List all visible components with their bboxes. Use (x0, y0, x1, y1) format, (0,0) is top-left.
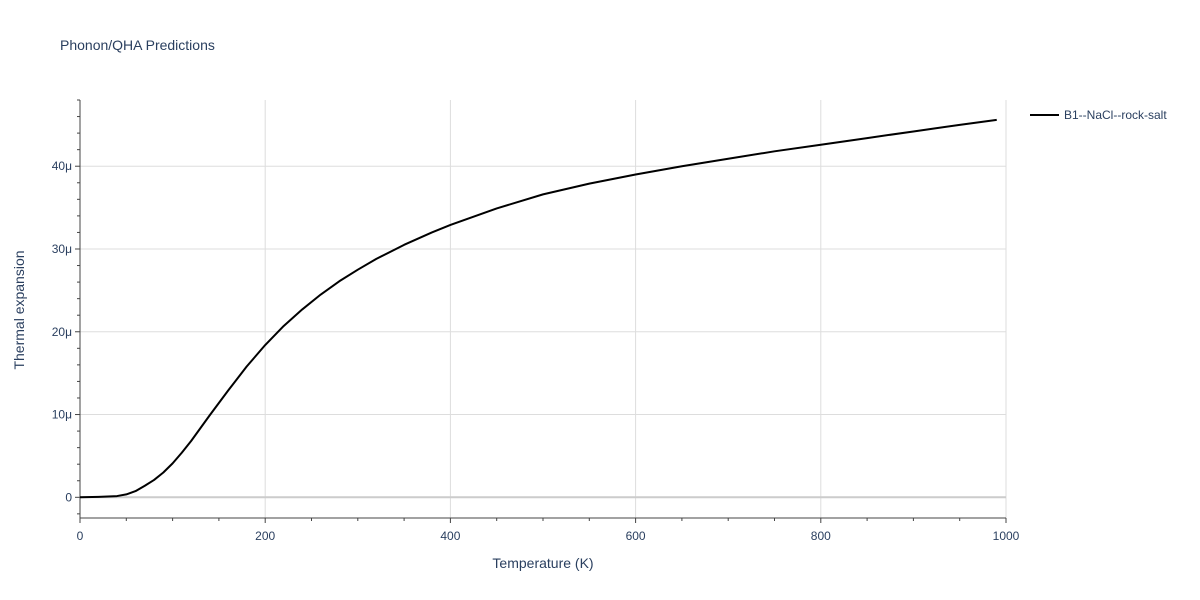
y-tick-label: 10μ (52, 408, 72, 422)
y-tick-label: 0 (65, 490, 72, 504)
gridlines (80, 100, 1007, 518)
chart-title: Phonon/QHA Predictions (60, 37, 215, 53)
plot-area (79, 118, 997, 499)
y-tick-label: 40μ (52, 159, 72, 173)
x-tick-label: 0 (77, 529, 84, 543)
y-axis-title: Thermal expansion (11, 250, 27, 369)
x-tick-label: 600 (626, 529, 646, 543)
y-tick-label: 20μ (52, 325, 72, 339)
legend-label: B1--NaCl--rock-salt (1064, 108, 1167, 122)
x-tick-label: 800 (811, 529, 831, 543)
series-line (79, 118, 997, 499)
x-tick-label: 1000 (993, 529, 1020, 543)
legend[interactable]: B1--NaCl--rock-salt (1030, 108, 1167, 122)
x-axis-ticks: 0 200 400 600 800 1000 (77, 518, 1020, 543)
y-tick-label: 30μ (52, 242, 72, 256)
y-axis-ticks: 0 10μ 20μ 30μ 40μ (52, 99, 80, 515)
x-tick-label: 200 (255, 529, 275, 543)
x-tick-label: 400 (440, 529, 460, 543)
x-axis-title: Temperature (K) (492, 555, 593, 571)
axes (79, 100, 1006, 519)
